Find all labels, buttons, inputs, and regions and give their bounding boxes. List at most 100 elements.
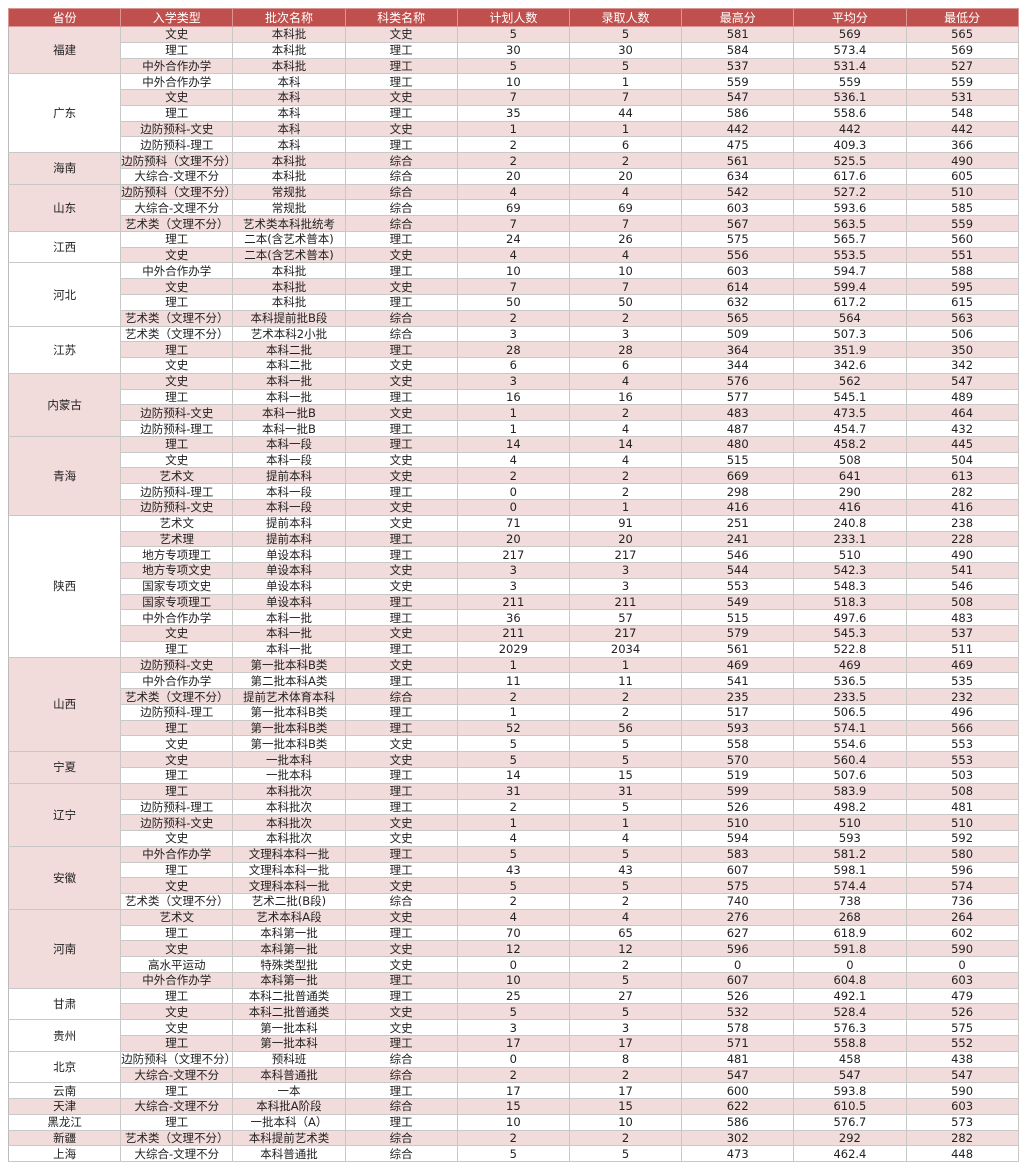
min-score-cell: 506: [905, 325, 1019, 343]
batch-name-cell: 本科批: [232, 278, 346, 296]
admitted-count-cell: 3: [568, 577, 683, 595]
batch-name-cell: 本科: [232, 136, 346, 154]
planned-count-cell: 20: [456, 167, 570, 185]
admission-type-cell: 边防预科-理工: [120, 420, 234, 437]
batch-name-cell: 第一批本科B类: [232, 703, 346, 721]
planned-count-cell: 28: [456, 341, 570, 359]
subject-category-cell: 理工: [344, 435, 458, 453]
table-row: 文史 本科批 文史 7 7 614 599.4 595: [9, 278, 1019, 296]
table-row: 大综合-文理不分 本科普通批 综合 2 2 547 547 547: [9, 1066, 1019, 1084]
max-score-cell: 579: [681, 625, 795, 642]
max-score-cell: 517: [681, 703, 795, 721]
batch-name-cell: 本科批次: [232, 830, 346, 847]
admission-type-cell: 文史: [120, 735, 234, 753]
province-cell: 北京: [7, 1050, 122, 1084]
avg-score-cell: 528.4: [793, 1003, 907, 1021]
max-score-cell: 469: [681, 656, 795, 674]
subject-category-cell: 综合: [344, 893, 458, 910]
avg-score-cell: 618.9: [793, 924, 907, 942]
batch-name-cell: 本科一段: [232, 451, 346, 469]
admitted-count-cell: 211: [568, 593, 683, 611]
admission-type-cell: 文史: [120, 451, 234, 469]
max-score-cell: 541: [681, 672, 795, 690]
table-row: 文史 本科一批 文史 211 217 579 545.3 537: [9, 625, 1019, 642]
province-cell: 陕西: [7, 514, 122, 658]
batch-name-cell: 第一批本科B类: [232, 656, 346, 674]
admission-type-cell: 理工: [120, 861, 234, 879]
province-cell: 安徽: [7, 845, 122, 910]
batch-name-cell: 艺术本科2小批: [232, 325, 346, 343]
min-score-cell: 432: [905, 420, 1019, 437]
planned-count-cell: 3: [456, 562, 570, 579]
min-score-cell: 569: [905, 41, 1019, 59]
max-score-cell: 594: [681, 830, 795, 847]
planned-count-cell: 50: [456, 294, 570, 311]
subject-category-cell: 综合: [344, 325, 458, 343]
admission-type-cell: 高水平运动: [120, 956, 234, 973]
admission-type-cell: 地方专项文史: [120, 562, 234, 579]
batch-name-cell: 常规批: [232, 183, 346, 201]
planned-count-cell: 10: [456, 262, 570, 280]
batch-name-cell: 本科二批普通类: [232, 1003, 346, 1021]
min-score-cell: 605: [905, 167, 1019, 185]
province-cell: 河南: [7, 908, 122, 989]
subject-category-cell: 文史: [344, 498, 458, 516]
avg-score-cell: 531.4: [793, 57, 907, 75]
max-score-cell: 599: [681, 782, 795, 800]
avg-score-cell: 593: [793, 830, 907, 847]
avg-score-cell: 558.6: [793, 104, 907, 122]
planned-count-cell: 0: [456, 956, 570, 973]
avg-score-cell: 525.5: [793, 152, 907, 169]
avg-score-cell: 545.1: [793, 388, 907, 406]
max-score-cell: 547: [681, 1066, 795, 1084]
header-avg-score: 平均分: [793, 8, 907, 27]
admitted-count-cell: 2034: [568, 640, 683, 658]
admission-type-cell: 边防预科-理工: [120, 798, 234, 816]
avg-score-cell: 342.6: [793, 357, 907, 374]
planned-count-cell: 2: [456, 1066, 570, 1084]
admission-type-cell: 文史: [120, 1003, 234, 1021]
planned-count-cell: 0: [456, 483, 570, 500]
subject-category-cell: 综合: [344, 152, 458, 169]
admitted-count-cell: 31: [568, 782, 683, 800]
planned-count-cell: 3: [456, 1019, 570, 1036]
batch-name-cell: 本科一段: [232, 435, 346, 453]
planned-count-cell: 5: [456, 26, 570, 43]
max-score-cell: 581: [681, 26, 795, 43]
avg-score-cell: 542.3: [793, 562, 907, 579]
batch-name-cell: 本科批: [232, 26, 346, 43]
batch-name-cell: 本科批A阶段: [232, 1098, 346, 1115]
batch-name-cell: 本科批: [232, 294, 346, 311]
admitted-count-cell: 2: [568, 404, 683, 422]
subject-category-cell: 文史: [344, 404, 458, 422]
admission-type-cell: 中外合作办学: [120, 262, 234, 280]
planned-count-cell: 31: [456, 782, 570, 800]
table-row: 河北 中外合作办学 本科批 理工 10 10 603 594.7 588: [7, 262, 1019, 327]
subject-category-cell: 理工: [344, 136, 458, 154]
admission-type-cell: 理工: [120, 341, 234, 359]
admission-type-cell: 文史: [120, 830, 234, 847]
avg-score-cell: 233.1: [793, 530, 907, 548]
table-row: 中外合作办学 本科第一批 理工 10 5 607 604.8 603: [9, 971, 1019, 989]
min-score-cell: 585: [905, 199, 1019, 217]
table-row: 大综合-文理不分 本科批 综合 20 20 634 617.6 605: [9, 167, 1019, 185]
avg-score-cell: 583.9: [793, 782, 907, 800]
subject-category-cell: 文史: [344, 877, 458, 895]
admitted-count-cell: 12: [568, 940, 683, 958]
header-planned-count: 计划人数: [456, 8, 570, 27]
subject-category-cell: 文史: [344, 467, 458, 485]
planned-count-cell: 217: [456, 546, 570, 564]
admission-type-cell: 边防预科-文史: [120, 498, 234, 516]
province-cell: 上海: [7, 1145, 122, 1163]
subject-category-cell: 文史: [344, 956, 458, 973]
admission-scores-table: 省份 入学类型 批次名称 科类名称 计划人数 录取人数 最高分 平均分 最低分 …: [7, 8, 1019, 1163]
avg-score-cell: 473.5: [793, 404, 907, 422]
avg-score-cell: 569: [793, 26, 907, 43]
batch-name-cell: 本科: [232, 104, 346, 122]
planned-count-cell: 211: [456, 625, 570, 642]
min-score-cell: 560: [905, 230, 1019, 248]
admitted-count-cell: 4: [568, 420, 683, 437]
avg-score-cell: 497.6: [793, 609, 907, 627]
subject-category-cell: 综合: [344, 167, 458, 185]
province-cell: 江西: [7, 230, 122, 264]
